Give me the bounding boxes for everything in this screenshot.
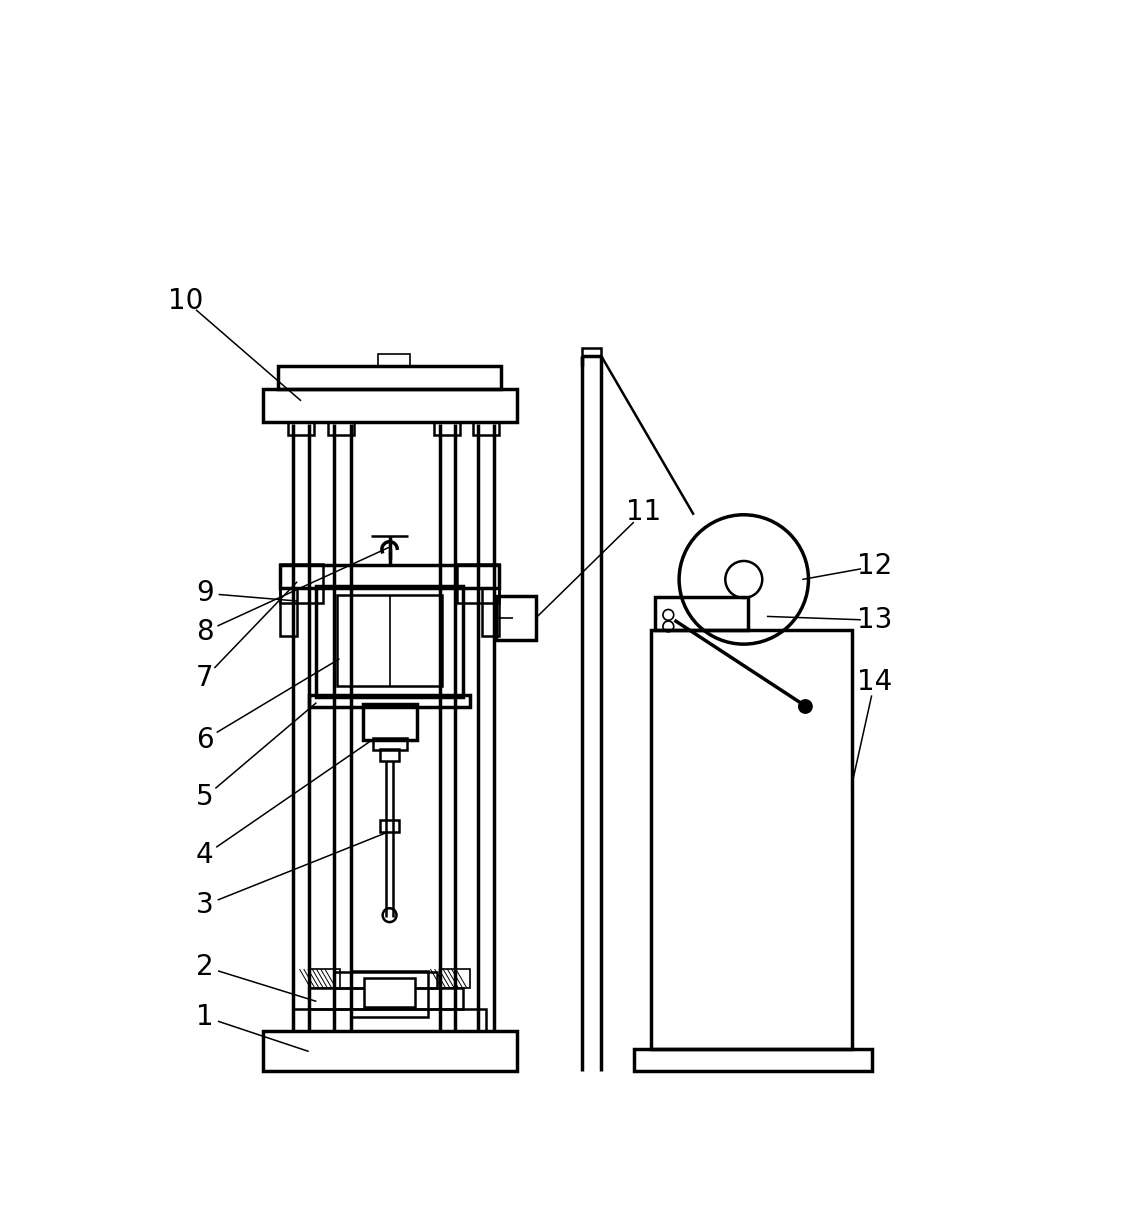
Text: 11: 11 bbox=[626, 499, 661, 526]
Bar bbox=[281, 564, 322, 602]
Text: 3: 3 bbox=[195, 891, 213, 919]
Bar bbox=[373, 739, 407, 751]
Bar bbox=[263, 390, 517, 422]
Bar bbox=[263, 1031, 517, 1070]
Bar bbox=[364, 977, 416, 1007]
Text: 13: 13 bbox=[857, 606, 893, 634]
Text: 10: 10 bbox=[167, 286, 203, 315]
Bar bbox=[496, 596, 536, 639]
Bar bbox=[281, 565, 499, 587]
Bar bbox=[435, 422, 460, 435]
Bar bbox=[287, 422, 314, 435]
Text: 2: 2 bbox=[197, 952, 213, 981]
Text: 14: 14 bbox=[857, 667, 893, 696]
Text: 8: 8 bbox=[197, 618, 213, 645]
Text: 12: 12 bbox=[857, 552, 893, 580]
Text: 9: 9 bbox=[195, 579, 213, 607]
Text: 7: 7 bbox=[197, 664, 213, 692]
Text: 4: 4 bbox=[197, 841, 213, 869]
Bar bbox=[655, 597, 748, 629]
Bar bbox=[309, 988, 463, 1009]
Bar bbox=[317, 585, 463, 697]
Bar bbox=[582, 349, 601, 356]
Text: 6: 6 bbox=[197, 725, 213, 753]
Bar bbox=[381, 748, 399, 761]
Bar bbox=[381, 820, 399, 832]
Bar bbox=[378, 354, 410, 366]
Bar bbox=[363, 704, 417, 740]
Bar bbox=[281, 587, 298, 635]
Bar bbox=[309, 694, 471, 707]
Bar bbox=[473, 422, 499, 435]
Circle shape bbox=[800, 701, 812, 713]
Bar bbox=[277, 366, 501, 390]
Bar bbox=[335, 972, 437, 988]
Bar bbox=[457, 564, 499, 602]
Bar bbox=[337, 595, 442, 686]
Bar bbox=[309, 970, 339, 988]
Bar bbox=[482, 587, 499, 635]
Bar bbox=[439, 970, 471, 988]
Bar bbox=[634, 1050, 871, 1070]
Bar bbox=[328, 422, 354, 435]
Bar bbox=[651, 629, 851, 1050]
Bar bbox=[293, 1009, 486, 1031]
Text: 1: 1 bbox=[197, 1003, 213, 1031]
Text: 5: 5 bbox=[197, 783, 213, 811]
Bar bbox=[351, 971, 428, 1016]
